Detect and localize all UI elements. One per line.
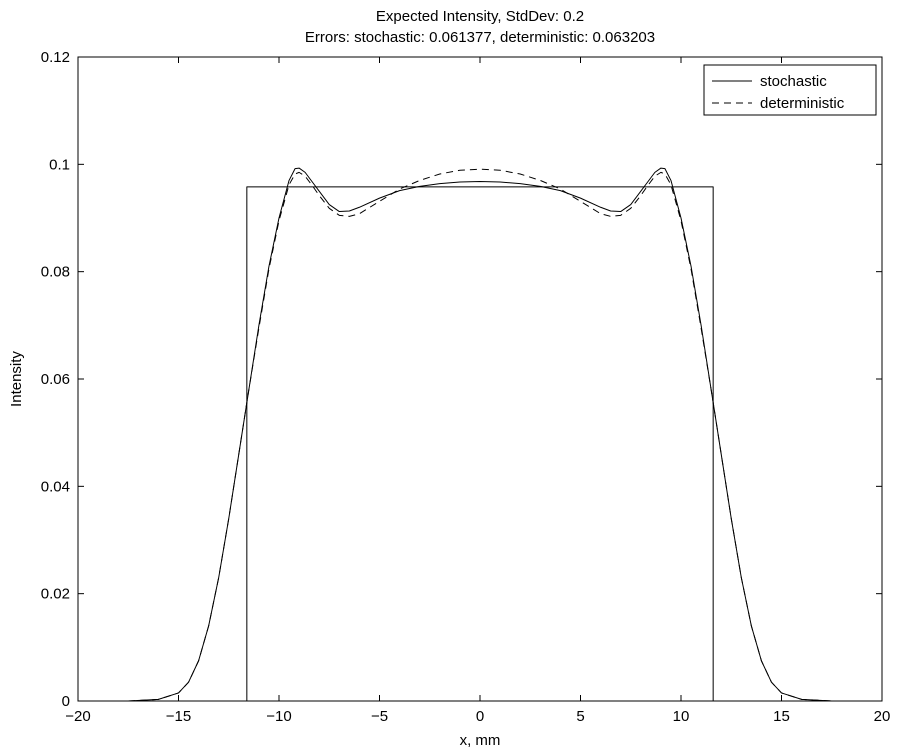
- x-tick-label: 5: [576, 708, 584, 725]
- x-tick-label: 10: [673, 708, 690, 725]
- y-tick-label: 0.06: [41, 371, 70, 388]
- series-line-stochastic: [128, 167, 832, 702]
- x-axis-label: x, mm: [460, 732, 501, 749]
- series-line-deterministic: [128, 168, 832, 702]
- chart-subtitle: Errors: stochastic: 0.061377, determinis…: [305, 29, 655, 46]
- x-tick-label: −15: [166, 708, 191, 725]
- y-axis-label: Intensity: [8, 351, 25, 407]
- legend: stochastic deterministic: [703, 64, 877, 116]
- x-tick-label: 0: [476, 708, 484, 725]
- y-tick-label: 0: [62, 693, 70, 710]
- x-tick-label: −5: [371, 708, 388, 725]
- legend-label-stochastic: stochastic: [760, 73, 827, 90]
- legend-label-deterministic: deterministic: [760, 95, 845, 112]
- x-axis-ticks: −20 −15 −10 −5 0 5 10 15 20: [65, 57, 890, 725]
- y-tick-label: 0.04: [41, 478, 70, 495]
- y-tick-label: 0.08: [41, 264, 70, 281]
- series-layer: [128, 167, 832, 702]
- y-tick-label: 0.1: [49, 156, 70, 173]
- plot-frame: [77, 56, 883, 702]
- y-tick-label: 0.12: [41, 49, 70, 66]
- x-tick-label: −10: [266, 708, 291, 725]
- y-tick-label: 0.02: [41, 586, 70, 603]
- x-tick-label: −20: [65, 708, 90, 725]
- legend-box: [703, 64, 877, 116]
- chart-title: Expected Intensity, StdDev: 0.2: [376, 8, 584, 25]
- series-line-rectangular-profile: [246, 186, 714, 701]
- y-axis-ticks: 0 0.02 0.04 0.06 0.08 0.1 0.12: [41, 49, 882, 710]
- x-tick-label: 20: [874, 708, 891, 725]
- x-tick-label: 15: [773, 708, 790, 725]
